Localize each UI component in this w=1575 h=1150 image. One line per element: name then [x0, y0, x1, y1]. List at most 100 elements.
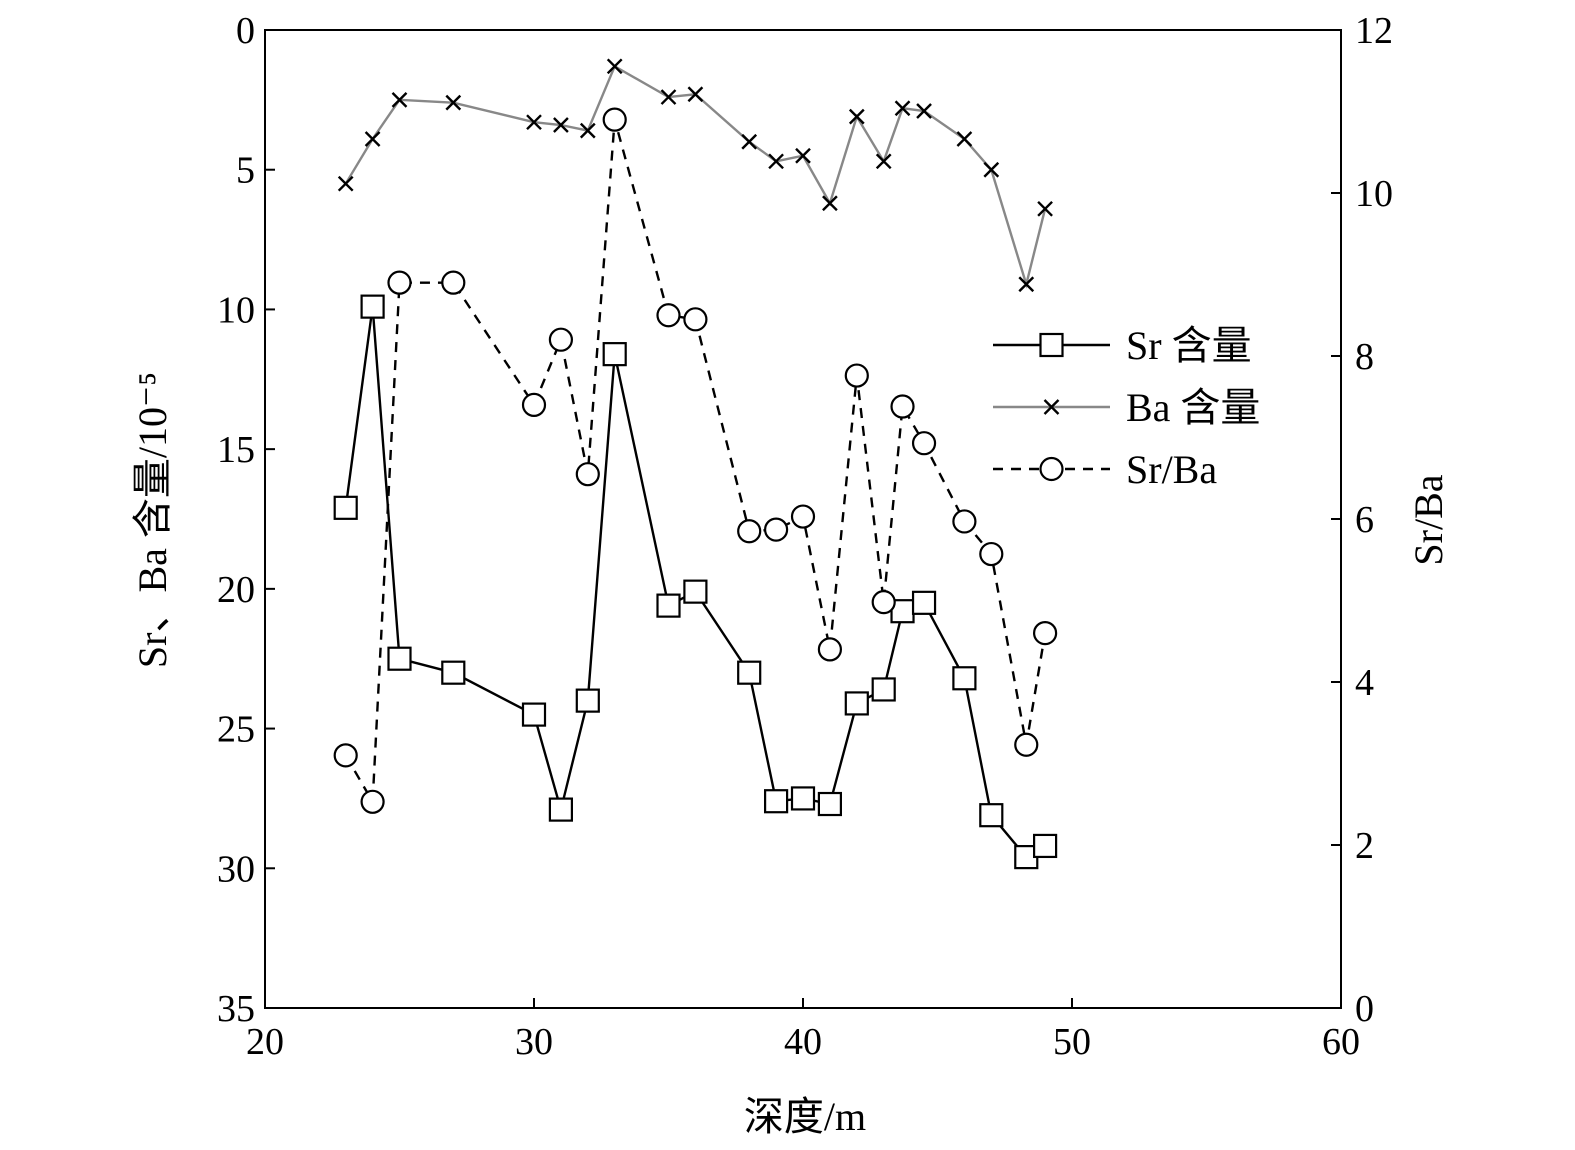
x-marker-stroke: [795, 147, 811, 164]
y-left-tick-label: 10: [217, 289, 255, 331]
data-point: [983, 161, 1000, 178]
y-left-tick-label: 15: [217, 429, 255, 471]
legend-marker: [1039, 332, 1064, 358]
data-point: [737, 519, 762, 544]
y-axis-right: 0 2 4 6 8 10 12: [1331, 10, 1393, 1030]
data-point: [333, 495, 358, 520]
legend-label: Sr/Ba: [1126, 447, 1217, 492]
series-sr-ba: [333, 107, 1058, 814]
y-left-tick-label: 25: [217, 709, 255, 751]
data-point: [656, 593, 681, 618]
data-point: [606, 58, 623, 75]
x-marker-stroke: [894, 100, 911, 117]
data-point: [871, 590, 896, 615]
data-point: [768, 153, 784, 170]
x-marker-stroke: [822, 195, 838, 212]
series-line: [344, 306, 1046, 859]
y-left-tick-label: 5: [236, 150, 255, 192]
data-point: [553, 117, 569, 133]
x-marker-stroke: [579, 122, 596, 139]
data-point: [575, 462, 600, 487]
y-right-tick-label: 0: [1355, 988, 1374, 1030]
y-axis-left-label: Sr、Ba 含量/10⁻⁵: [130, 372, 175, 668]
data-point: [683, 579, 708, 604]
data-point: [848, 108, 865, 125]
data-point: [445, 94, 462, 111]
data-point: [683, 307, 708, 332]
y-right-tick-label: 12: [1355, 10, 1393, 52]
data-point: [548, 327, 574, 352]
data-point: [1014, 732, 1039, 757]
legend-item: Sr/Ba: [993, 447, 1217, 492]
data-point: [441, 660, 466, 685]
y-axis-left: 0 5 10 15 20 25 30 35: [217, 10, 275, 1030]
x-tick-label: 30: [515, 1021, 553, 1063]
data-point: [360, 294, 385, 319]
data-point: [875, 153, 892, 170]
x-tick-label: 60: [1322, 1021, 1360, 1063]
data-point: [979, 541, 1004, 567]
data-point: [333, 743, 358, 768]
data-point: [548, 797, 574, 822]
y-left-tick-label: 30: [217, 848, 255, 890]
x-axis-label: 深度/m: [744, 1094, 866, 1139]
data-point: [817, 637, 843, 662]
data-point: [916, 103, 932, 119]
x-marker-stroke: [660, 89, 677, 105]
series-sr: [333, 294, 1058, 870]
data-point: [979, 803, 1004, 828]
data-point: [656, 303, 681, 328]
x-axis: 20 30 40 50 60: [246, 998, 1360, 1063]
data-point: [911, 590, 937, 615]
x-marker-stroke: [337, 175, 354, 192]
x-marker-stroke: [606, 58, 623, 75]
data-point: [441, 270, 466, 295]
data-point: [911, 431, 937, 456]
data-point: [763, 517, 789, 542]
data-point: [1037, 200, 1053, 217]
data-point: [391, 92, 408, 108]
y-left-tick-label: 20: [217, 569, 255, 611]
x-marker-stroke: [391, 92, 408, 108]
x-marker-stroke: [364, 131, 381, 147]
x-marker-stroke: [875, 153, 892, 170]
x-marker-stroke: [526, 114, 542, 131]
x-tick-label: 20: [246, 1021, 284, 1063]
data-point: [763, 789, 789, 814]
data-point: [890, 394, 915, 419]
data-point: [387, 270, 412, 295]
data-point: [737, 660, 762, 685]
x-marker-stroke: [553, 117, 569, 133]
legend-item: Ba 含量: [993, 385, 1260, 430]
series-ba: [337, 58, 1053, 293]
y-left-tick-label: 35: [217, 988, 255, 1030]
series-line: [344, 119, 1047, 806]
data-point: [387, 646, 412, 671]
x-marker-stroke: [956, 131, 973, 147]
x-marker-stroke: [1043, 399, 1060, 415]
data-point: [952, 509, 977, 534]
data-point: [956, 131, 973, 147]
data-point: [790, 504, 816, 529]
data-point: [687, 86, 704, 103]
data-point: [602, 107, 627, 132]
data-point: [894, 100, 911, 117]
data-point: [602, 342, 627, 367]
y-right-tick-label: 2: [1355, 825, 1374, 867]
data-point: [817, 791, 843, 817]
x-marker-stroke: [768, 153, 784, 170]
legend: Sr 含量 Ba 含量 Sr/Ba: [993, 323, 1260, 492]
legend-label: Ba 含量: [1126, 385, 1260, 430]
x-marker-stroke: [741, 133, 758, 150]
x-marker-stroke: [983, 161, 1000, 178]
x-marker-stroke: [445, 94, 462, 111]
data-point: [360, 789, 385, 814]
data-point: [844, 691, 869, 716]
y-right-tick-label: 10: [1355, 173, 1393, 215]
data-point: [822, 195, 838, 212]
data-point: [1032, 833, 1058, 859]
y-right-tick-label: 6: [1355, 499, 1374, 541]
data-point: [660, 89, 677, 105]
legend-item: Sr 含量: [993, 323, 1252, 368]
